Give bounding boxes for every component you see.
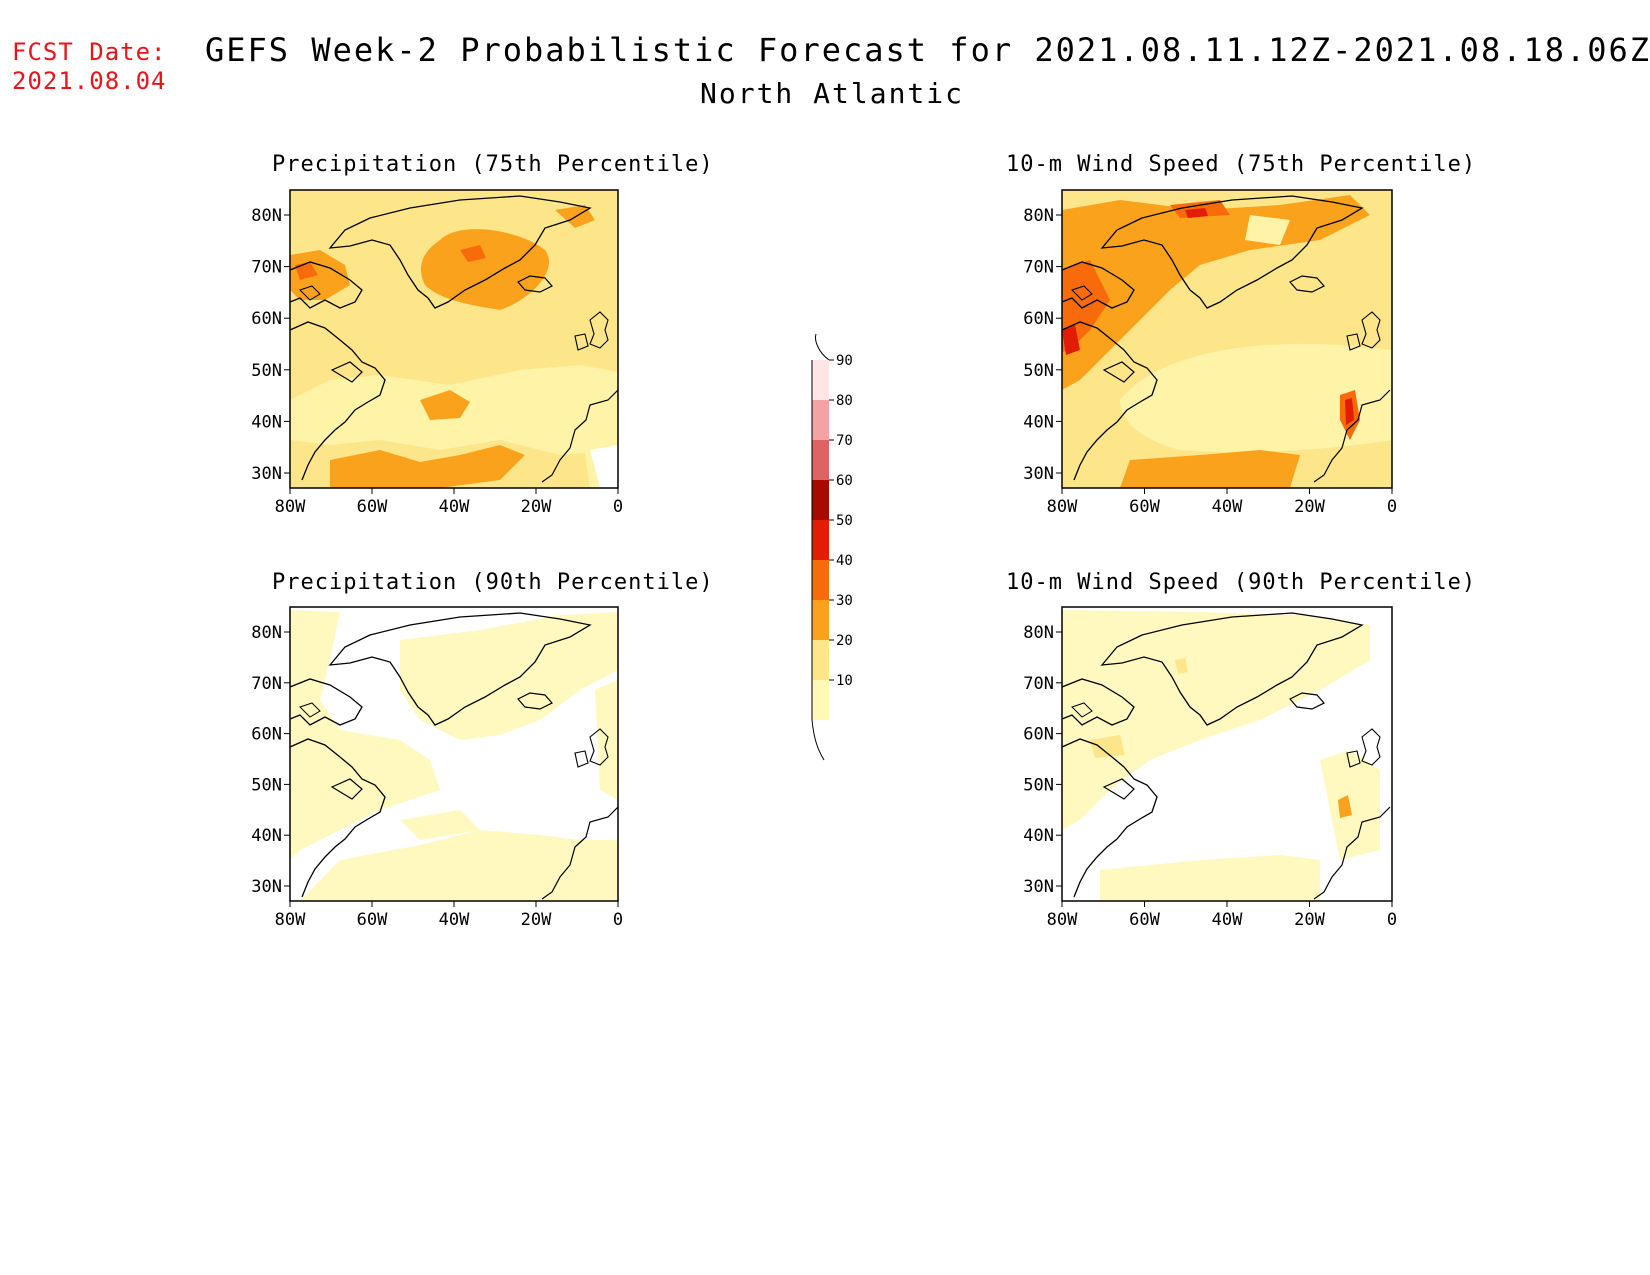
colorbar-swatch bbox=[812, 640, 829, 680]
colorbar-level-label: 40 bbox=[836, 553, 853, 569]
fcst-date-label: FCST Date: bbox=[12, 38, 167, 66]
colorbar-swatch bbox=[812, 440, 829, 480]
lon-label: 60W bbox=[357, 497, 388, 517]
colorbar-swatch bbox=[812, 600, 829, 640]
lat-label: 50N bbox=[1023, 361, 1054, 381]
main-title-region: North Atlantic bbox=[700, 77, 965, 110]
colorbar-swatch bbox=[812, 680, 829, 720]
panel-title-wind-90: 10-m Wind Speed (90th Percentile) bbox=[1006, 570, 1477, 595]
lon-label: 40W bbox=[1212, 910, 1243, 930]
lat-label: 70N bbox=[251, 674, 282, 694]
lon-label: 0 bbox=[613, 910, 623, 930]
lon-label: 40W bbox=[1212, 497, 1243, 517]
fcst-date-value: 2021.08.04 bbox=[12, 67, 167, 95]
colorbar-top-cap bbox=[815, 333, 830, 361]
panel-title-precip-90: Precipitation (90th Percentile) bbox=[272, 570, 714, 595]
fcst-date-block: FCST Date: 2021.08.04 bbox=[12, 38, 167, 96]
lat-label: 50N bbox=[251, 361, 282, 381]
colorbar-level-label: 80 bbox=[836, 393, 853, 409]
map-panel-precip-90 bbox=[289, 606, 619, 902]
lat-label: 40N bbox=[1023, 412, 1054, 432]
lon-label: 60W bbox=[1129, 497, 1160, 517]
lat-label: 80N bbox=[1023, 623, 1054, 643]
colorbar-level-label: 30 bbox=[836, 593, 853, 609]
lat-label: 70N bbox=[251, 258, 282, 278]
lat-label: 30N bbox=[251, 464, 282, 484]
colorbar-level-label: 90 bbox=[836, 353, 853, 369]
colorbar-level-label: 20 bbox=[836, 633, 853, 649]
lat-label: 50N bbox=[1023, 775, 1054, 795]
colorbar-level-label: 50 bbox=[836, 513, 853, 529]
colorbar-level-label: 70 bbox=[836, 433, 853, 449]
map-panel-wind-75 bbox=[1061, 189, 1393, 489]
colorbar: 10 20 30 40 50 60 70 80 90 bbox=[811, 333, 853, 761]
lon-label: 20W bbox=[1294, 910, 1325, 930]
colorbar-level-label: 10 bbox=[836, 673, 853, 689]
lat-label: 40N bbox=[1023, 826, 1054, 846]
lat-label: 40N bbox=[251, 412, 282, 432]
panel-title-wind-75: 10-m Wind Speed (75th Percentile) bbox=[1006, 152, 1477, 177]
colorbar-swatch bbox=[812, 480, 829, 520]
lat-label: 80N bbox=[251, 623, 282, 643]
lon-label: 80W bbox=[1047, 910, 1078, 930]
lat-label: 30N bbox=[1023, 877, 1054, 897]
map-panel-wind-90 bbox=[1061, 606, 1393, 902]
colorbar-bottom-cap bbox=[811, 719, 825, 761]
lat-label: 60N bbox=[251, 309, 282, 329]
lon-label: 40W bbox=[439, 910, 470, 930]
lon-label: 80W bbox=[275, 910, 306, 930]
lon-label: 20W bbox=[521, 497, 552, 517]
lat-label: 70N bbox=[1023, 258, 1054, 278]
lon-label: 0 bbox=[1387, 910, 1397, 930]
main-title-line1: GEFS Week-2 Probabilistic Forecast for 2… bbox=[205, 31, 1650, 69]
lat-label: 80N bbox=[251, 206, 282, 226]
lon-label: 20W bbox=[521, 910, 552, 930]
lon-label: 0 bbox=[1387, 497, 1397, 517]
lon-label: 40W bbox=[439, 497, 470, 517]
lat-label: 70N bbox=[1023, 674, 1054, 694]
lat-label: 40N bbox=[251, 826, 282, 846]
lon-label: 20W bbox=[1294, 497, 1325, 517]
map-panel-precip-75 bbox=[289, 189, 619, 489]
colorbar-level-label: 60 bbox=[836, 473, 853, 489]
lat-label: 50N bbox=[251, 775, 282, 795]
lat-label: 30N bbox=[1023, 464, 1054, 484]
lon-label: 0 bbox=[613, 497, 623, 517]
lon-label: 60W bbox=[1129, 910, 1160, 930]
lon-label: 80W bbox=[1047, 497, 1078, 517]
lat-label: 60N bbox=[1023, 309, 1054, 329]
lat-label: 30N bbox=[251, 877, 282, 897]
lat-label: 80N bbox=[1023, 206, 1054, 226]
lat-label: 60N bbox=[251, 725, 282, 745]
lon-label: 80W bbox=[275, 497, 306, 517]
colorbar-swatch bbox=[812, 560, 829, 600]
colorbar-swatch bbox=[812, 400, 829, 440]
colorbar-swatch bbox=[812, 520, 829, 560]
lat-label: 60N bbox=[1023, 725, 1054, 745]
panel-title-precip-75: Precipitation (75th Percentile) bbox=[272, 152, 714, 177]
lon-label: 60W bbox=[357, 910, 388, 930]
colorbar-swatch bbox=[812, 360, 829, 400]
